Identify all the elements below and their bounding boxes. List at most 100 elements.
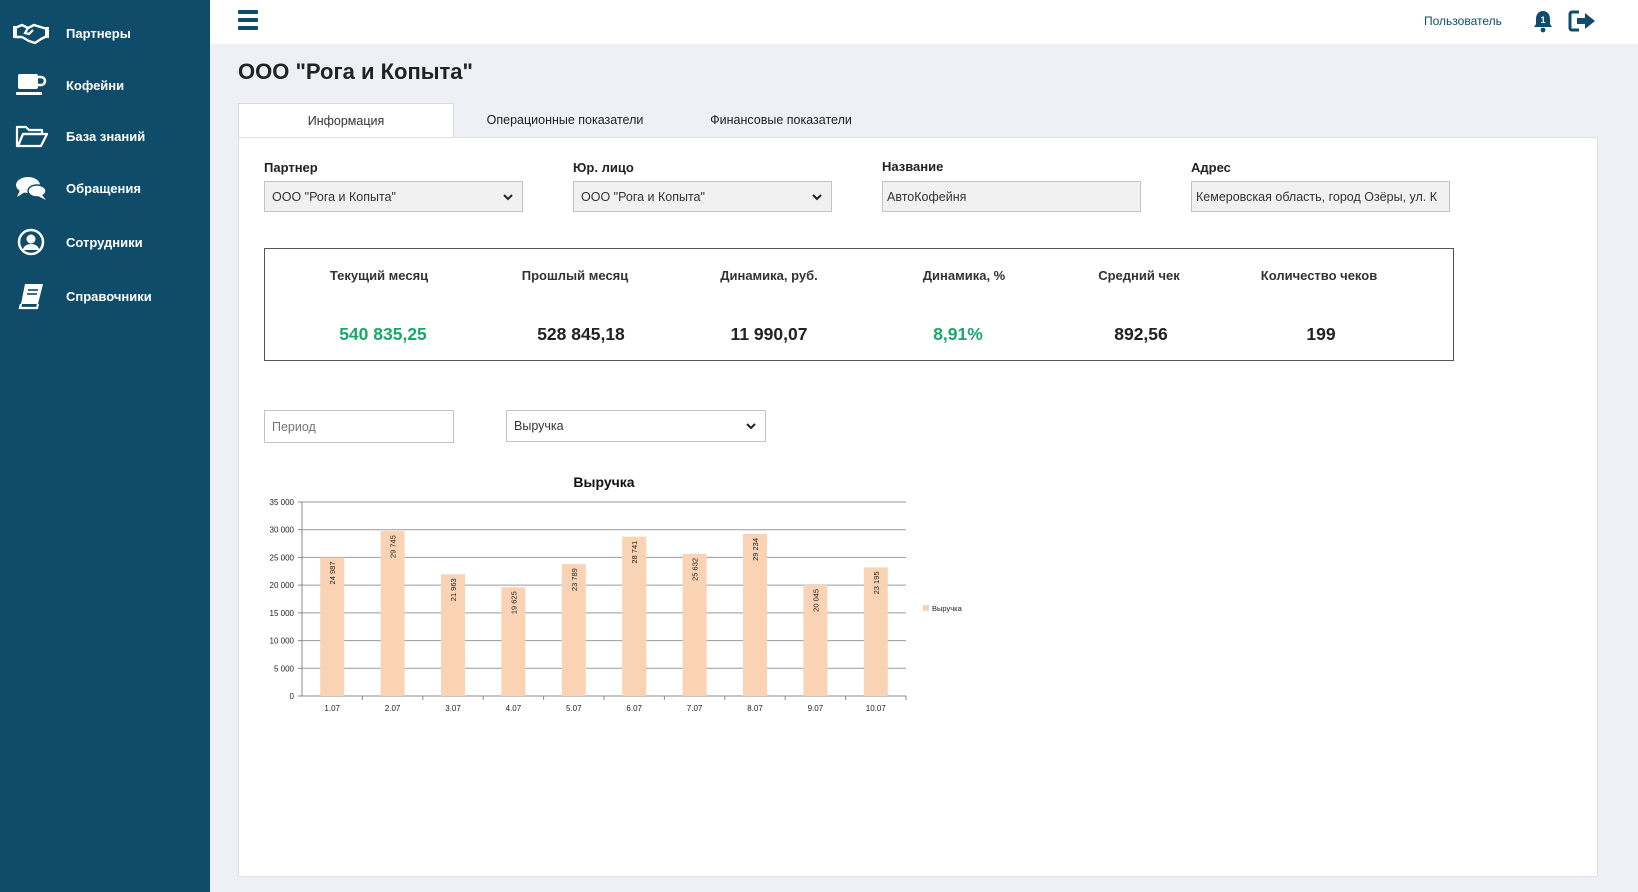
page-title: ООО "Рога и Копыта" [238,59,473,84]
x-tick-label: 10.07 [866,704,887,713]
bar-data-label: 23 789 [570,568,579,591]
bar-data-label: 29 234 [751,538,760,561]
bar [561,564,586,696]
x-tick-label: 9.07 [808,704,824,713]
legal-entity-select-value: ООО "Рога и Копыта" [581,189,705,204]
address-field-value: Кемеровская область, город Озёры, ул. К [1196,189,1438,204]
coffee-cup-icon [13,70,49,100]
sidebar-item-label: База знаний [66,128,146,144]
kpi-dynamics-percent-value: 8,91% [933,324,983,344]
sidebar-item-label: Обращения [66,180,141,196]
book-icon [13,281,49,311]
sidebar-item-directories[interactable]: Справочники [0,276,210,316]
kpi-title: Прошлый месяц [521,268,629,283]
bar [501,587,526,696]
bar [803,584,828,696]
handshake-icon [13,18,49,48]
y-tick-label: 10 000 [270,637,295,646]
x-tick-label: 1.07 [324,704,340,713]
y-tick-label: 20 000 [270,581,295,590]
y-tick-label: 0 [290,692,295,701]
x-tick-label: 4.07 [506,704,522,713]
bar-data-label: 19 625 [509,591,518,614]
sidebar-item-knowledge-base[interactable]: База знаний [0,116,210,156]
chat-bubbles-icon [13,173,49,203]
partner-select-value: ООО "Рога и Копыта" [272,189,396,204]
tab-information[interactable]: Информация [238,103,454,137]
name-field-value: АвтоКофейня [887,189,967,204]
partner-label: Партнер [264,160,318,175]
bar [441,574,465,696]
kpi-average-check-value: 892,56 [1114,324,1168,344]
revenue-chart-svg: Выручка 0 5 000 10 000 15 000 20 000 25 000 30 … [270,474,963,713]
sidebar-item-label: Партнеры [66,25,131,41]
y-tick-label: 30 000 [270,526,295,535]
legal-entity-label: Юр. лицо [573,160,634,175]
bar [682,553,707,696]
folder-open-icon [13,121,49,151]
x-tick-label: 3.07 [445,704,461,713]
name-label: Название [882,159,944,174]
y-tick-label: 5 000 [274,664,295,673]
chart-title: Выручка [573,474,634,490]
bar [863,567,888,696]
period-input[interactable] [264,410,454,443]
bar [320,557,345,696]
revenue-chart: Выручка 0 5 000 10 000 15 000 20 000 25 000 30 … [260,465,980,725]
bar-data-label: 20 045 [811,589,820,612]
kpi-previous-month-value: 528 845,18 [537,324,625,344]
bar [743,533,767,696]
legend-label: Выручка [932,604,963,613]
partner-select[interactable]: ООО "Рога и Копыта" [264,181,523,212]
bar [622,536,647,696]
x-tick-label: 6.07 [626,704,642,713]
chevron-down-icon [811,191,823,203]
tab-operational[interactable]: Операционные показатели [486,113,644,127]
kpi-title: Динамика, % [922,268,1006,283]
bell-icon[interactable]: 1 [1532,9,1554,33]
kpi-checks-count-value: 199 [1306,324,1336,344]
chevron-down-icon [502,191,514,203]
kpi-current-month-value: 540 835,25 [339,324,427,344]
address-label: Адрес [1191,160,1231,175]
chevron-down-icon [745,420,757,432]
bar-data-label: 29 745 [389,535,398,558]
sidebar: Партнеры Кофейни База знаний Обращения С… [0,0,210,892]
address-field[interactable]: Кемеровская область, город Озёры, ул. К [1191,181,1450,212]
bar [380,531,405,696]
sidebar-item-label: Сотрудники [66,234,143,250]
kpi-title: Динамика, руб. [720,268,818,283]
menu-icon[interactable] [238,10,258,32]
y-tick-label: 15 000 [270,609,295,618]
sidebar-item-coffee-shops[interactable]: Кофейни [0,65,210,105]
kpi-title: Средний чек [1098,268,1180,283]
sidebar-item-label: Справочники [66,288,152,304]
bar-data-label: 24 987 [328,562,337,585]
metric-select[interactable]: Выручка [506,410,766,442]
sidebar-item-requests[interactable]: Обращения [0,168,210,208]
name-field[interactable]: АвтоКофейня [882,181,1141,212]
bar-data-label: 25 632 [691,558,700,581]
tab-financial[interactable]: Финансовые показатели [710,113,852,127]
notification-count: 1 [1540,15,1545,25]
logout-icon[interactable] [1568,9,1598,33]
top-bar: Пользователь 1 [210,0,1638,44]
user-circle-icon [13,227,49,257]
user-menu-link[interactable]: Пользователь [1424,14,1502,28]
sidebar-item-employees[interactable]: Сотрудники [0,222,210,262]
kpi-title: Текущий месяц [329,268,429,283]
bar-data-label: 21 963 [449,578,458,601]
x-tick-label: 2.07 [385,704,401,713]
legend-swatch [923,605,929,611]
x-tick-label: 8.07 [747,704,763,713]
legal-entity-select[interactable]: ООО "Рога и Копыта" [573,181,832,212]
sidebar-item-partners[interactable]: Партнеры [0,13,210,53]
kpi-dynamics-rub-value: 11 990,07 [730,324,808,344]
bar-data-label: 23 195 [872,571,881,594]
sidebar-item-label: Кофейни [66,77,125,93]
kpi-summary-box: Текущий месяц Прошлый месяц Динамика, ру… [264,248,1454,361]
y-tick-label: 35 000 [270,498,295,507]
metric-select-value: Выручка [514,419,564,433]
x-tick-label: 5.07 [566,704,582,713]
y-tick-label: 25 000 [270,553,295,562]
